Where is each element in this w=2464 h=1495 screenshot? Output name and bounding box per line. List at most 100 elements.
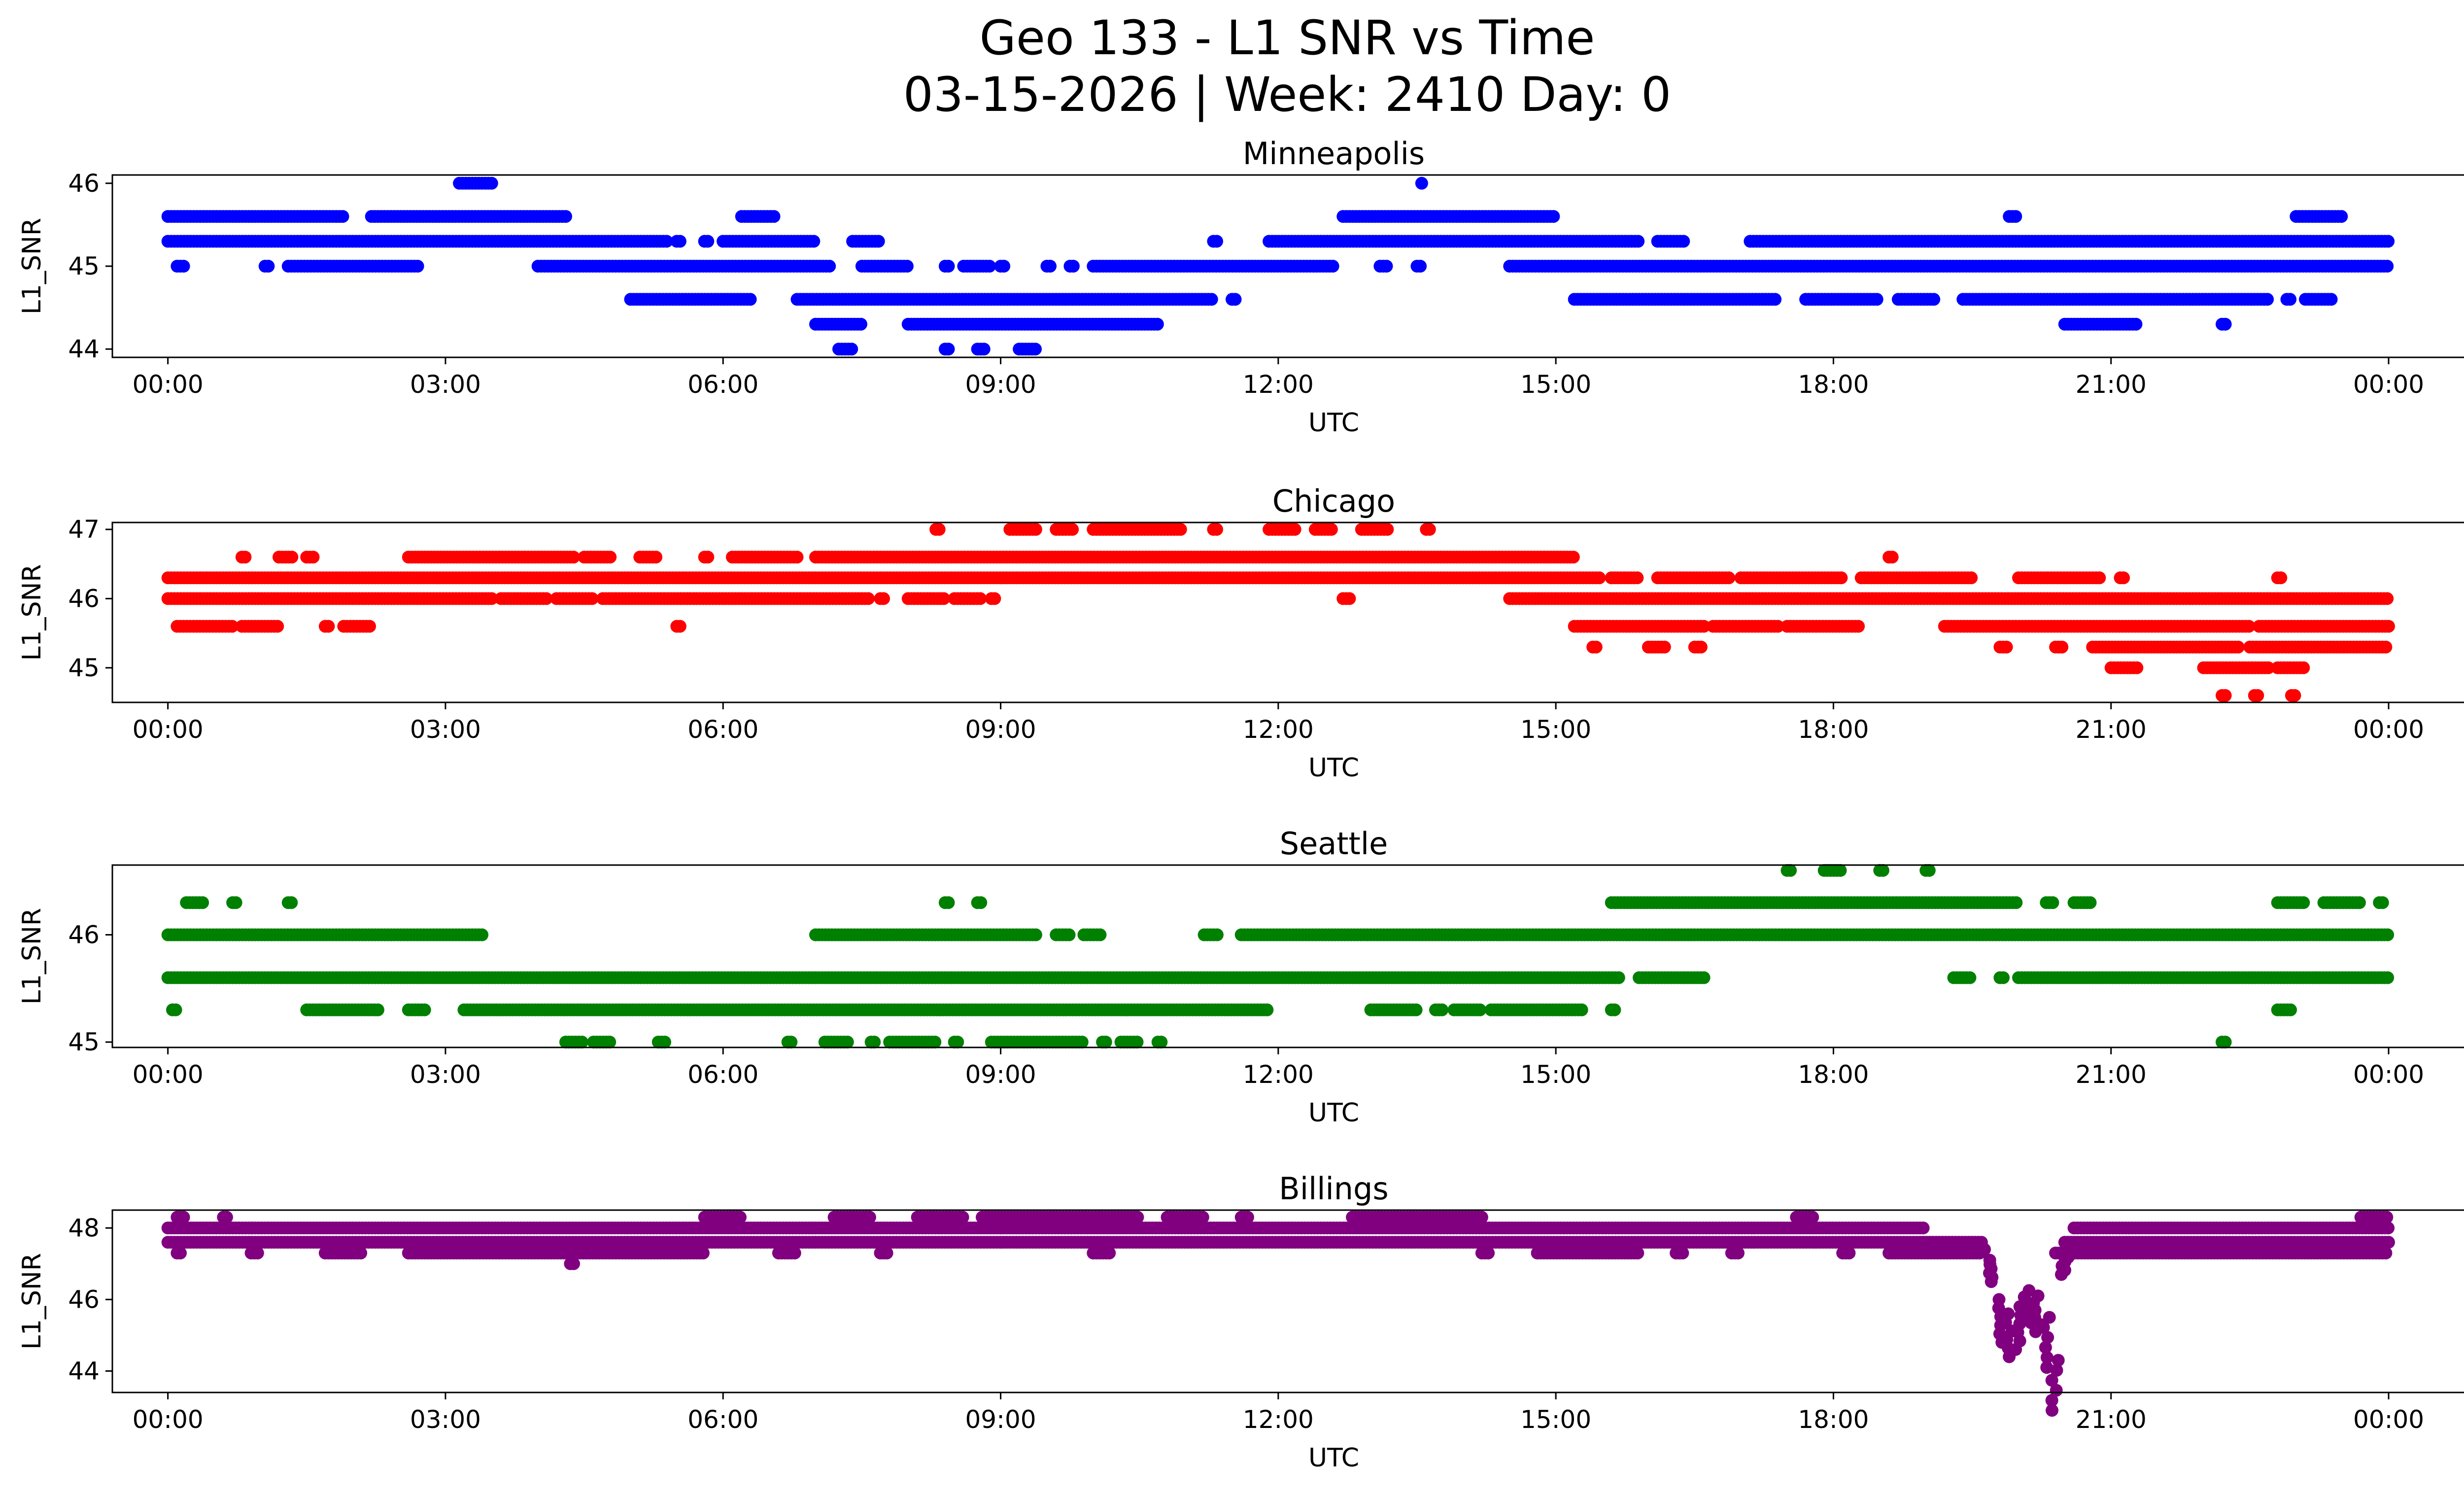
data-point bbox=[997, 260, 1011, 273]
data-point bbox=[2219, 317, 2232, 331]
data-point bbox=[559, 210, 572, 223]
data-point bbox=[1062, 928, 1076, 941]
data-point bbox=[767, 210, 781, 223]
data-point bbox=[1174, 523, 1187, 536]
data-point bbox=[977, 343, 991, 356]
data-point bbox=[974, 896, 988, 909]
data-point bbox=[2046, 896, 2059, 909]
data-point bbox=[2084, 896, 2097, 909]
data-point bbox=[790, 551, 804, 564]
data-point bbox=[1380, 260, 1393, 273]
data-point bbox=[1963, 971, 1977, 984]
data-point bbox=[1593, 571, 1606, 585]
data-point bbox=[239, 551, 252, 564]
data-point bbox=[2379, 640, 2393, 654]
data-point bbox=[1589, 640, 1603, 654]
y-tick-label: 46 bbox=[68, 169, 100, 198]
data-point bbox=[1997, 971, 2010, 984]
data-point bbox=[1631, 571, 1644, 585]
x-tick-label: 15:00 bbox=[1520, 715, 1591, 744]
x-tick-label: 00:00 bbox=[133, 370, 204, 399]
data-point bbox=[2382, 620, 2395, 633]
data-point bbox=[942, 896, 955, 909]
data-point bbox=[650, 551, 663, 564]
y-axis-label: L1_SNR bbox=[17, 564, 47, 661]
data-point bbox=[1612, 971, 1625, 984]
y-tick-label: 46 bbox=[68, 584, 100, 613]
data-point bbox=[1784, 864, 1797, 877]
data-point bbox=[2381, 260, 2394, 273]
data-point bbox=[1210, 928, 1224, 941]
x-tick-label: 03:00 bbox=[410, 370, 481, 399]
x-tick-label: 15:00 bbox=[1520, 370, 1591, 399]
data-point bbox=[862, 592, 875, 605]
x-tick-label: 18:00 bbox=[1798, 715, 1869, 744]
y-tick-label: 45 bbox=[68, 654, 100, 682]
data-point bbox=[2219, 689, 2232, 702]
data-point bbox=[285, 551, 299, 564]
data-point bbox=[322, 620, 335, 633]
x-tick-label: 21:00 bbox=[2076, 370, 2147, 399]
data-point bbox=[2055, 640, 2069, 654]
data-point bbox=[2129, 317, 2143, 331]
data-point bbox=[1835, 571, 1848, 585]
x-tick-label: 21:00 bbox=[2076, 715, 2147, 744]
y-axis-label: L1_SNR bbox=[17, 218, 47, 314]
data-point bbox=[1151, 317, 1164, 331]
data-point bbox=[271, 620, 284, 633]
x-tick-label: 09:00 bbox=[965, 715, 1036, 744]
data-point bbox=[2093, 571, 2106, 585]
data-point bbox=[1965, 571, 1978, 585]
data-point bbox=[1697, 971, 1711, 984]
data-point bbox=[2335, 210, 2348, 223]
data-point bbox=[1567, 551, 1580, 564]
data-point bbox=[177, 260, 190, 273]
data-point bbox=[1029, 343, 1042, 356]
data-point bbox=[701, 235, 715, 248]
data-point bbox=[262, 260, 275, 273]
data-point bbox=[673, 620, 686, 633]
data-point bbox=[307, 551, 320, 564]
data-point bbox=[1029, 523, 1042, 536]
x-axis-label: UTC bbox=[1308, 753, 1359, 783]
data-points bbox=[161, 523, 2395, 702]
data-point bbox=[2353, 896, 2366, 909]
data-point bbox=[1325, 523, 1338, 536]
data-point bbox=[285, 896, 298, 909]
data-point bbox=[1066, 523, 1079, 536]
data-point bbox=[942, 260, 955, 273]
data-point bbox=[2325, 293, 2338, 306]
data-point bbox=[476, 928, 489, 941]
data-point bbox=[974, 592, 987, 605]
data-point bbox=[336, 210, 349, 223]
data-point bbox=[942, 343, 955, 356]
x-tick-label: 00:00 bbox=[2353, 370, 2424, 399]
x-tick-label: 00:00 bbox=[133, 715, 204, 744]
data-point bbox=[1210, 523, 1223, 536]
data-point bbox=[1044, 260, 1057, 273]
y-tick-label: 44 bbox=[68, 335, 100, 363]
data-point bbox=[2261, 293, 2274, 306]
data-point bbox=[2381, 592, 2394, 605]
x-tick-label: 03:00 bbox=[410, 715, 481, 744]
data-point bbox=[823, 260, 836, 273]
data-point bbox=[660, 235, 673, 248]
data-point bbox=[1326, 260, 1339, 273]
data-point bbox=[1694, 640, 1708, 654]
data-point bbox=[1722, 571, 1736, 585]
data-point bbox=[1885, 551, 1899, 564]
x-tick-label: 06:00 bbox=[687, 370, 758, 399]
figure-title-line2: 03-15-2026 | Week: 2410 Day: 0 bbox=[903, 67, 1672, 123]
data-point bbox=[485, 176, 498, 190]
x-axis-label: UTC bbox=[1308, 408, 1359, 438]
data-point bbox=[855, 317, 867, 331]
data-point bbox=[1677, 235, 1690, 248]
data-point bbox=[2297, 896, 2310, 909]
data-point bbox=[845, 343, 858, 356]
x-tick-label: 09:00 bbox=[965, 370, 1036, 399]
x-tick-label: 18:00 bbox=[1798, 370, 1869, 399]
data-point bbox=[2251, 689, 2264, 702]
